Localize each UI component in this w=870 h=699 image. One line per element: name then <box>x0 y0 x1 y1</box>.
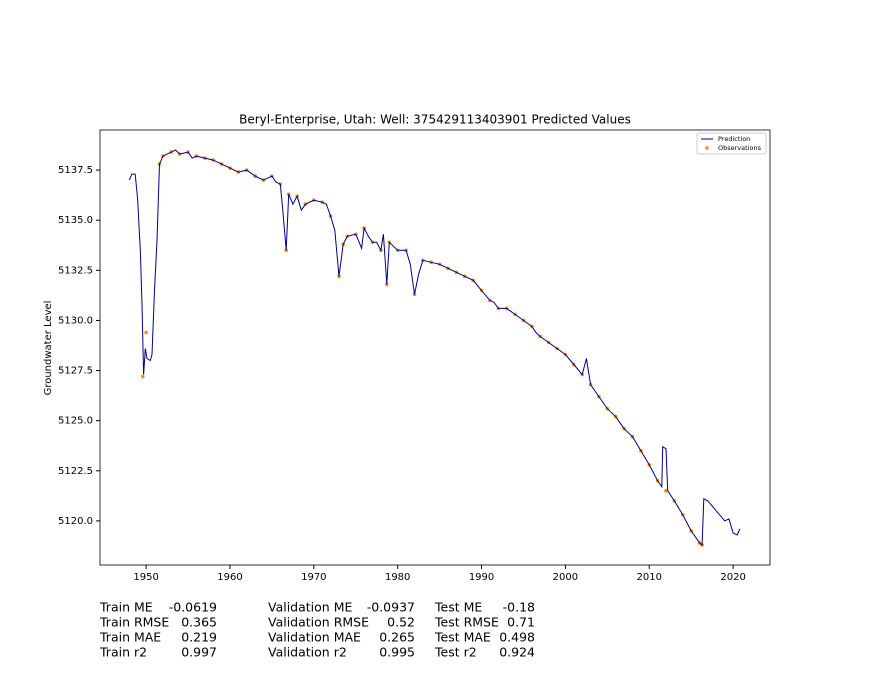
legend-marker <box>705 146 709 150</box>
observation-point <box>664 489 668 493</box>
legend-label: Prediction <box>718 135 750 143</box>
legend-label: Observations <box>718 144 762 152</box>
metric-name: Test r2 <box>434 645 477 660</box>
metric-value: 0.924 <box>499 645 535 660</box>
x-tick-label: 2020 <box>720 572 745 583</box>
x-tick-label: 1960 <box>217 572 242 583</box>
y-axis-label: Groundwater Level <box>43 301 54 396</box>
metric-value: 0.498 <box>499 630 535 645</box>
metric-name: Train MAE <box>99 630 161 645</box>
x-tick-label: 1990 <box>469 572 494 583</box>
metric-name: Test RMSE <box>434 615 499 630</box>
metric-name: Validation MAE <box>268 630 361 645</box>
x-tick-label: 1980 <box>385 572 410 583</box>
metric-name: Train r2 <box>99 645 147 660</box>
observation-point <box>144 330 148 335</box>
metric-name: Validation ME <box>268 600 352 615</box>
metric-name: Validation RMSE <box>268 615 369 630</box>
observation-point <box>140 374 145 379</box>
y-tick-label: 5127.5 <box>58 366 93 377</box>
metric-name: Train RMSE <box>99 615 169 630</box>
y-tick-label: 5122.5 <box>58 466 93 477</box>
y-tick-label: 5137.5 <box>58 165 93 176</box>
metric-value: 0.219 <box>181 630 217 645</box>
metric-value: -0.0619 <box>169 600 217 615</box>
metric-value: -0.18 <box>503 600 535 615</box>
metric-value: 0.365 <box>181 615 217 630</box>
metric-name: Train ME <box>99 600 153 615</box>
x-tick-label: 1970 <box>301 572 326 583</box>
metric-name: Test ME <box>434 600 482 615</box>
metric-value: 0.995 <box>379 645 415 660</box>
x-tick-label: 2010 <box>637 572 662 583</box>
y-tick-label: 5135.0 <box>58 215 93 226</box>
x-tick-label: 2000 <box>553 572 578 583</box>
metric-value: 0.71 <box>507 615 535 630</box>
y-tick-label: 5130.0 <box>58 315 93 326</box>
metric-value: -0.0937 <box>367 600 415 615</box>
plot-frame <box>99 129 771 566</box>
prediction-line <box>128 149 741 547</box>
x-tick-label: 1950 <box>133 572 158 583</box>
metric-name: Test MAE <box>434 630 491 645</box>
legend-box <box>696 132 767 155</box>
y-tick-label: 5125.0 <box>58 416 93 427</box>
y-tick-label: 5132.5 <box>58 265 93 276</box>
metric-name: Validation r2 <box>268 645 347 660</box>
y-tick-label: 5120.0 <box>58 516 93 527</box>
chart-title: Beryl-Enterprise, Utah: Well: 3754291134… <box>239 113 631 127</box>
metric-value: 0.997 <box>181 645 217 660</box>
metric-value: 0.52 <box>387 615 415 630</box>
metric-value: 0.265 <box>379 630 415 645</box>
